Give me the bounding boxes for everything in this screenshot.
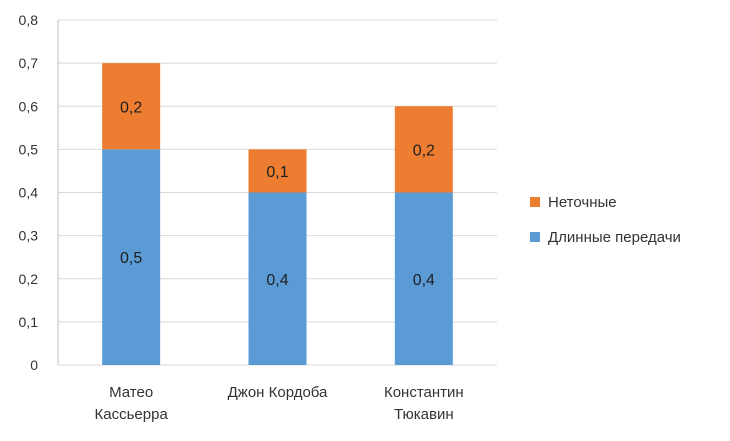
legend-swatch	[530, 197, 540, 207]
bar-segment	[102, 63, 161, 150]
y-tick-label: 0,8	[19, 12, 39, 28]
y-tick-label: 0,3	[19, 228, 39, 244]
bars	[102, 63, 453, 365]
data-label: 0,4	[413, 272, 435, 289]
bar-segment	[394, 106, 453, 193]
bar-segment	[394, 192, 453, 365]
data-label: 0,5	[120, 250, 142, 267]
y-tick-label: 0,7	[19, 55, 39, 71]
data-label: 0,4	[266, 272, 288, 289]
legend-swatch	[530, 232, 540, 242]
y-tick-label: 0,6	[19, 98, 39, 114]
y-tick-label: 0,1	[19, 314, 39, 330]
bar-segment	[102, 149, 161, 365]
y-tick-label: 0,4	[19, 185, 39, 201]
legend-label: Длинные передачи	[548, 229, 681, 246]
data-labels: 0,5 0,2 0,4 0,1 0,4 0,2	[120, 99, 435, 289]
legend-label: Неточные	[548, 194, 617, 211]
y-tick-label: 0,5	[19, 141, 39, 157]
category-label: Джон Кордоба	[228, 384, 328, 401]
bar-segment	[248, 149, 307, 193]
x-axis-categories: Матео Кассьерра Джон Кордоба Константин Тюка…	[95, 384, 464, 423]
category-label: Кассьерра	[95, 406, 169, 423]
data-label: 0,2	[120, 99, 142, 116]
legend: Неточные Длинные передачи	[530, 194, 681, 246]
data-label: 0,1	[266, 164, 288, 181]
y-axis: 0 0,1 0,2 0,3 0,4 0,5 0,6 0,7 0,8	[19, 12, 59, 373]
data-label: 0,2	[413, 142, 435, 159]
y-tick-label: 0	[30, 357, 38, 373]
bar-segment	[248, 192, 307, 365]
category-label: Константин	[384, 384, 464, 401]
category-label: Тюкавин	[394, 406, 454, 423]
y-tick-label: 0,2	[19, 271, 39, 287]
category-label: Матео	[109, 384, 153, 401]
